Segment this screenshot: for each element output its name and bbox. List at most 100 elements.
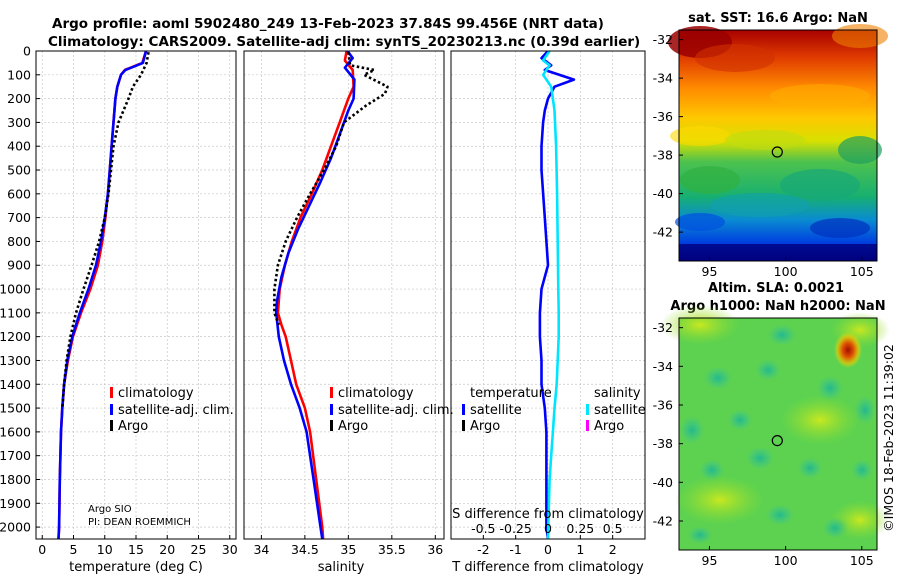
depth-tick-label: 200 [7,91,31,106]
sst-map-image [668,24,888,261]
temperature-lines [57,51,150,539]
x-tick-label: 2 [609,542,617,557]
lat-tick-label: -34 [653,359,673,374]
temperature-axes [35,50,237,540]
salinity-xlabel: salinity [318,560,365,575]
x-tick-label: -2 [477,542,489,557]
salinity-legend: climatology satellite-adj. clim. Argo [330,386,454,434]
figure-title-line1: Argo profile: aoml 5902480_249 13-Feb-20… [52,16,604,32]
temperature-tick-labels: 0 5 10 15 20 25 30 [38,542,237,557]
series-line-temperature-satellite [538,51,576,539]
legend-satellite-swatch [330,404,333,415]
depth-tick-labels: 0 100 200 300 400 500 600 700 800 900 1000 1100 1200… [0,44,40,535]
t-difference-xlabel: T difference from climatology [451,560,644,575]
depth-tick-label: 1500 [0,401,31,416]
sla-argo-location-marker [771,435,783,447]
temperature-legend: climatology satellite-adj. clim. Argo [110,386,234,434]
depth-tick-label: 100 [7,67,31,82]
x-tick-label: 20 [159,542,175,557]
depth-tick-label: 1300 [0,353,31,368]
x-tick-label: 34 [253,542,269,557]
depth-tick-label: 1100 [0,305,31,320]
x-tick-label: 34.5 [291,542,319,557]
depth-tick-label: 600 [7,186,31,201]
depth-tick-label: 1000 [0,282,31,297]
x-tick-label: 35.5 [378,542,406,557]
sla-map-panel: Altim. SLA: 0.0021 Argo h1000: NaN h2000… [653,281,890,568]
legend-climatology-swatch [110,387,113,398]
legend-salinity-title: salinity [594,386,641,401]
series-line-argo [273,52,389,326]
depth-tick-label: 1800 [0,472,31,487]
x-tick-label: 5 [70,542,78,557]
salinity-panel: 34 34.5 35 35.5 36 salinity climatology sate… [243,50,454,575]
lat-tick-label: -38 [653,436,673,451]
argo-pi: PI: DEAN ROEMMICH [88,517,191,528]
series-line-argo [61,51,150,409]
x-tick-label: 25 [191,542,207,557]
legend-temperature-title: temperature [470,386,552,401]
lon-tick-label: 105 [850,553,874,568]
temperature-xlabel: temperature (deg C) [69,560,203,575]
s-difference-tick-label: -0.25 [499,521,531,536]
legend-argo-label: Argo [118,419,148,434]
x-tick-label: 36 [427,542,443,557]
sst-map-title: sat. SST: 16.6 Argo: NaN [688,11,868,26]
x-tick-label: 15 [128,542,144,557]
legend-s-argo-label: Argo [594,419,624,434]
lat-tick-label: -42 [653,514,673,529]
depth-tick-label: 1900 [0,496,31,511]
x-tick-label: 35 [340,542,356,557]
legend-t-satellite-label: satellite [470,403,522,418]
temperature-panel: 0100200300400500600700800900100011001200… [0,44,238,576]
sla-map-axes [678,317,878,551]
lat-tick-label: -36 [653,109,673,124]
difference-legend: temperature satellite Argo salinity sate… [462,386,646,434]
argo-institution: Argo SIO [88,504,132,515]
lon-tick-label: 95 [702,553,718,568]
legend-s-satellite-swatch [586,404,589,415]
depth-tick-label: 400 [7,139,31,154]
sla-lat-tick-labels: -32 -34 -36 -38 -40 -42 [653,320,683,529]
legend-climatology-label: climatology [338,386,414,401]
depth-tick-label: 800 [7,234,31,249]
lat-tick-label: -42 [653,225,673,240]
s-difference-tick-label: 0.5 [603,521,623,536]
sst-lon-tick-labels: 95 100 105 [702,257,874,279]
sla-map-title-line1: Altim. SLA: 0.0021 [708,281,844,296]
legend-argo-label: Argo [338,419,368,434]
series-line-salinity-satellite [541,51,561,539]
sla-lon-tick-labels: 95 100 105 [702,546,874,568]
depth-tick-label: 700 [7,210,31,225]
depth-tick-label: 1600 [0,424,31,439]
difference-panel: -2 -1 0 1 2 T difference from climatology S … [450,50,646,575]
temperature-grid [36,50,236,539]
legend-s-satellite-label: satellite [594,403,646,418]
lat-tick-label: -32 [653,32,673,47]
sst-map-axes [678,29,878,262]
lat-tick-label: -36 [653,398,673,413]
x-tick-label: 0 [38,542,46,557]
depth-tick-label: 2000 [0,520,31,535]
salinity-axes [243,50,445,540]
depth-tick-label: 1400 [0,377,31,392]
legend-argo-swatch [330,420,333,431]
sla-map-image [660,305,890,550]
t-difference-tick-labels: -2 -1 0 1 2 [477,542,617,557]
legend-argo-swatch [110,420,113,431]
x-tick-label: 1 [576,542,584,557]
difference-grid [451,50,645,539]
s-difference-tick-labels: -0.5 -0.25 0 0.25 0.5 [471,521,622,536]
legend-s-argo-swatch [586,420,589,431]
legend-t-argo-swatch [462,420,465,431]
s-difference-tick-label: 0.25 [566,521,594,536]
x-tick-label: 0 [544,542,552,557]
s-difference-tick-label: 0 [544,521,552,536]
series-line-satellite-adj-clim- [274,51,356,539]
sst-lat-tick-labels: -32 -34 -36 -38 -40 -42 [653,32,683,240]
legend-climatology-label: climatology [118,386,194,401]
s-difference-label: S difference from climatology [452,507,644,522]
x-tick-label: 10 [97,542,113,557]
lon-tick-label: 100 [774,553,798,568]
